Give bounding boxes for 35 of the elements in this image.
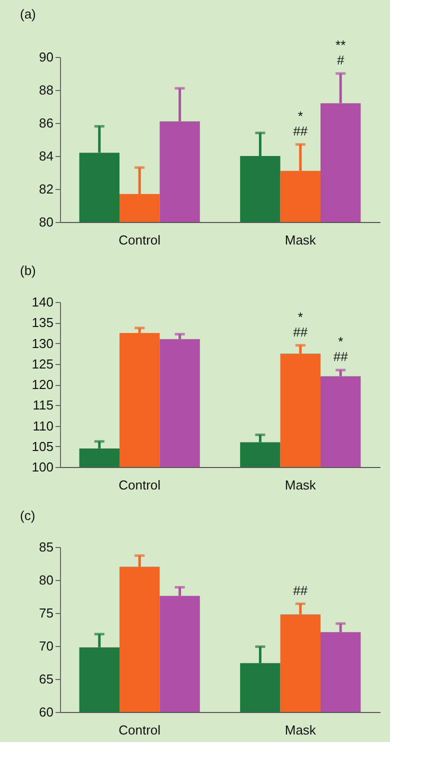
y-tick-label: 130: [32, 336, 54, 351]
y-tick-label: 85: [39, 540, 54, 554]
x-tick-label: Control: [118, 722, 161, 738]
text: ** #: [336, 38, 346, 68]
y-tick-label: 65: [39, 672, 54, 686]
y-tick-label: 120: [32, 377, 54, 392]
chart-title: (b): [20, 263, 36, 278]
y-tick-label: 80: [39, 572, 54, 588]
y-tick-label: 84: [39, 148, 54, 164]
y-tick-label: 88: [39, 82, 54, 98]
text: * ##: [293, 309, 308, 340]
y-tick-label: 86: [39, 116, 54, 130]
y-tick-label: 110: [32, 418, 54, 434]
y-tick-label: 125: [32, 356, 54, 372]
chart-title: (c): [20, 508, 36, 523]
x-tick-label: Control: [118, 478, 161, 492]
y-tick-label: 75: [39, 606, 54, 620]
y-tick-label: 140: [32, 294, 54, 310]
x-tick-label: Mask: [284, 232, 316, 248]
text: * ##: [333, 334, 348, 364]
x-tick-label: Mask: [284, 722, 316, 738]
y-tick-label: 80: [39, 214, 54, 230]
y-tick-label: 70: [39, 638, 54, 654]
chart-title: (a): [20, 6, 36, 22]
y-tick-label: 105: [32, 438, 54, 454]
x-tick-label: Control: [118, 232, 161, 248]
y-tick-label: 82: [39, 182, 54, 196]
y-tick-label: 115: [32, 398, 54, 413]
y-tick-label: 90: [39, 50, 54, 64]
y-tick-label: 135: [32, 315, 54, 330]
text: * ##: [293, 108, 308, 138]
data-label: ##: [293, 582, 308, 598]
x-tick-label: Mask: [284, 478, 316, 492]
y-tick-label: 100: [32, 460, 54, 474]
y-tick-label: 60: [39, 704, 54, 720]
